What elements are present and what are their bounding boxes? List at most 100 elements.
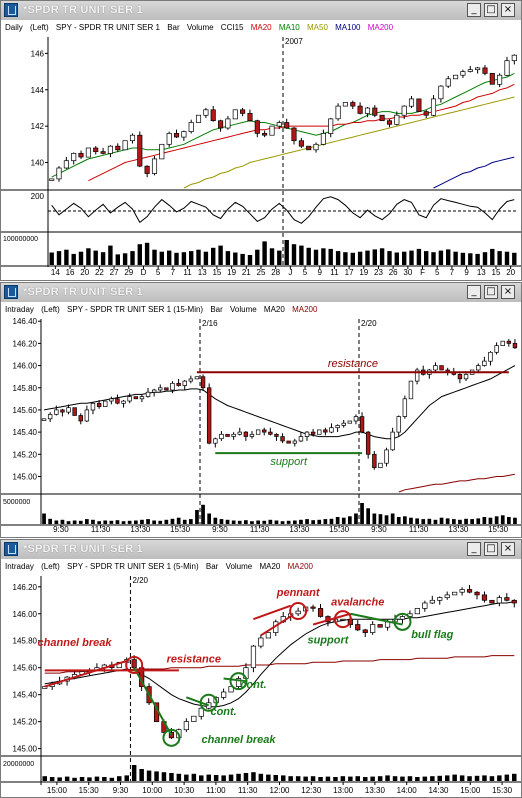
x-tick-label: 7 bbox=[450, 268, 455, 277]
candle-body bbox=[459, 589, 465, 593]
candle-body bbox=[488, 351, 493, 362]
maximize-button[interactable]: □ bbox=[484, 3, 498, 17]
candle-body bbox=[56, 167, 62, 180]
candle-body bbox=[504, 597, 510, 601]
volume-bar bbox=[317, 519, 322, 524]
candle-body bbox=[247, 113, 253, 122]
minimize-button[interactable]: _ bbox=[467, 542, 481, 556]
x-tick-label: 27 bbox=[110, 268, 119, 277]
title-bar[interactable]: *SPDR TR UNIT SER 1 _ □ × bbox=[1, 540, 521, 560]
candle-body bbox=[310, 431, 316, 435]
y-tick-label: 146 bbox=[31, 49, 45, 58]
candle-body bbox=[250, 645, 257, 669]
x-tick-label: 9 bbox=[317, 268, 322, 277]
candle-body bbox=[453, 74, 459, 80]
candle-body bbox=[466, 589, 473, 593]
candle-body bbox=[200, 376, 206, 389]
daily-chart[interactable]: 146 144 142 140 2007 200 100000000 14 16 20 22 27 29… bbox=[1, 35, 521, 280]
minimize-button[interactable]: _ bbox=[467, 285, 481, 299]
volume-bar bbox=[121, 521, 126, 524]
candle-body bbox=[269, 125, 275, 136]
volume-bar bbox=[72, 777, 77, 781]
volume-bar bbox=[60, 519, 65, 524]
legend-item: Bar bbox=[210, 305, 223, 314]
volume-bar bbox=[310, 776, 316, 781]
volume-bar bbox=[445, 775, 450, 781]
volume-bar bbox=[288, 776, 293, 781]
candle-body bbox=[414, 369, 420, 382]
annotation-label: bull flag bbox=[411, 629, 453, 641]
pattern-circle bbox=[125, 656, 144, 674]
candle-body bbox=[378, 462, 383, 468]
pattern-circle bbox=[229, 672, 248, 691]
volume-bar bbox=[236, 773, 241, 781]
candle-body bbox=[170, 382, 175, 391]
close-button[interactable]: × bbox=[501, 542, 515, 556]
volume-bar bbox=[274, 520, 279, 524]
candle-body bbox=[115, 145, 121, 151]
volume-bar bbox=[363, 777, 368, 781]
volume-bar bbox=[328, 248, 333, 265]
candle-body bbox=[414, 608, 420, 615]
volume-bar bbox=[335, 517, 340, 524]
volume-bar bbox=[445, 518, 450, 524]
candle-body bbox=[511, 54, 517, 62]
candle-body bbox=[379, 114, 385, 122]
volume-bar bbox=[127, 520, 132, 524]
legend-item: Volume bbox=[225, 562, 253, 571]
volume-bar bbox=[251, 772, 256, 781]
x-tick-label: 13 bbox=[198, 268, 207, 277]
volume-bar bbox=[97, 521, 101, 524]
volume-bar bbox=[167, 250, 172, 265]
candle-body bbox=[225, 433, 230, 437]
volume-bar bbox=[354, 513, 358, 524]
candle-body bbox=[320, 133, 326, 145]
x-tick-label: 26 bbox=[389, 268, 398, 277]
candle-body bbox=[265, 632, 271, 639]
candle-body bbox=[476, 365, 481, 371]
volume-bar bbox=[409, 517, 413, 524]
candle-body bbox=[78, 415, 83, 422]
ma-line bbox=[44, 365, 516, 440]
volume-bar bbox=[174, 252, 179, 265]
candle-body bbox=[335, 425, 340, 429]
candle-body bbox=[47, 414, 53, 420]
candle-body bbox=[429, 599, 435, 604]
volume-bar bbox=[512, 252, 517, 265]
title-bar[interactable]: *SPDR TR UNIT SER 1 _ □ × bbox=[1, 1, 521, 21]
maximize-button[interactable]: □ bbox=[484, 285, 498, 299]
candle-body bbox=[401, 105, 407, 116]
volume-bar bbox=[49, 252, 54, 265]
volume-bar bbox=[390, 513, 395, 524]
trend-line bbox=[185, 696, 210, 707]
x-tick-label: 15:30 bbox=[170, 525, 191, 534]
candle-body bbox=[93, 147, 99, 152]
volume-bar bbox=[415, 518, 419, 524]
volume-bar bbox=[140, 519, 144, 524]
chart-window-daily: *SPDR TR UNIT SER 1 _ □ × Daily (Left) S… bbox=[0, 0, 522, 281]
candle-body bbox=[159, 143, 165, 160]
y-tick-label: 144 bbox=[31, 86, 45, 95]
title-bar[interactable]: *SPDR TR UNIT SER 1 _ □ × bbox=[1, 283, 521, 303]
ma-line bbox=[398, 473, 515, 493]
candle-body bbox=[304, 431, 310, 437]
candle-body bbox=[457, 374, 463, 380]
close-button[interactable]: × bbox=[501, 3, 515, 17]
volume-bar bbox=[189, 251, 194, 265]
volume-axis-label: 100000000 bbox=[3, 236, 38, 243]
minimize-button[interactable]: _ bbox=[467, 3, 481, 17]
intraday-15min-chart[interactable]: 146.40 146.20 146.00 145.80 145.60 145.40 145.… bbox=[1, 317, 521, 537]
volume-bar bbox=[184, 774, 189, 781]
volume-bar bbox=[430, 776, 435, 781]
volume-bar bbox=[79, 777, 85, 781]
candle-body bbox=[66, 407, 71, 413]
volume-bar bbox=[231, 520, 236, 524]
volume-bar bbox=[243, 773, 249, 781]
intraday-5min-chart[interactable]: 146.20 146.00 145.80 145.60 145.40 145.20 145.… bbox=[1, 574, 521, 797]
maximize-button[interactable]: □ bbox=[484, 542, 498, 556]
candle-body bbox=[291, 127, 297, 142]
volume-bar bbox=[504, 251, 510, 265]
close-button[interactable]: × bbox=[501, 285, 515, 299]
y-tick-label: 146.00 bbox=[13, 610, 38, 619]
volume-bar bbox=[244, 520, 248, 524]
